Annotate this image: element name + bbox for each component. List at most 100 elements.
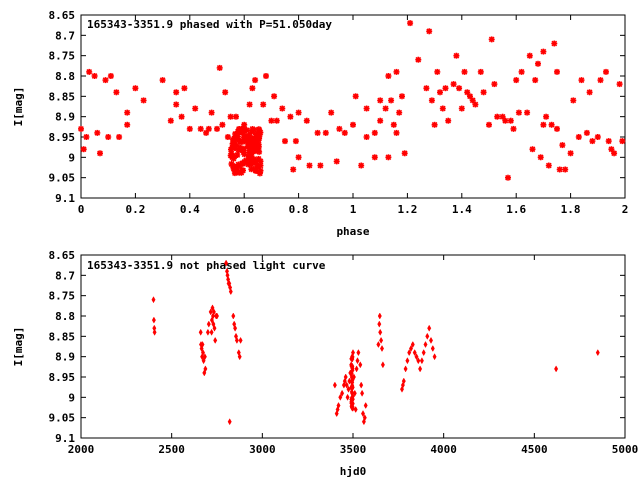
data-point <box>203 365 208 373</box>
data-point <box>231 137 238 144</box>
data-point <box>450 81 457 88</box>
data-point <box>377 320 382 328</box>
x-tick-label: 0.6 <box>234 203 254 216</box>
data-point <box>209 328 214 336</box>
data-point <box>256 127 263 134</box>
data-point <box>382 105 389 112</box>
data-point <box>279 105 286 112</box>
data-point <box>429 336 433 344</box>
data-point <box>355 357 360 365</box>
data-point <box>201 349 205 357</box>
data-point <box>234 152 241 158</box>
data-point <box>415 56 422 63</box>
data-point <box>551 40 558 47</box>
data-point <box>524 109 531 116</box>
data-point <box>254 143 261 150</box>
data-point <box>380 344 384 353</box>
data-point <box>597 77 604 84</box>
data-point <box>186 125 193 132</box>
data-point <box>594 134 601 140</box>
data-point <box>583 129 590 136</box>
data-point <box>241 126 248 133</box>
x-tick-label: 3500 <box>340 443 367 456</box>
data-point <box>380 361 385 369</box>
y-tick-label: 9 <box>68 151 75 164</box>
x-tick-label: 3000 <box>249 443 276 456</box>
data-point <box>554 365 559 373</box>
data-point <box>371 129 378 136</box>
data-point <box>263 73 269 79</box>
data-point <box>356 349 361 357</box>
data-point <box>222 89 229 96</box>
data-point <box>461 68 468 75</box>
data-point <box>619 138 626 145</box>
data-point <box>385 154 392 161</box>
data-point <box>295 109 302 116</box>
data-point <box>486 121 492 128</box>
data-point <box>488 36 495 43</box>
y-tick-label: 9.1 <box>55 192 75 205</box>
data-point <box>388 97 395 104</box>
data-point <box>494 113 501 120</box>
data-point <box>211 312 215 320</box>
x-tick-label: 0 <box>78 203 85 216</box>
x-tick-label: 1.4 <box>452 203 472 216</box>
y-tick-label: 8.9 <box>55 111 75 124</box>
data-point <box>219 121 226 128</box>
data-point <box>233 113 239 120</box>
data-point <box>491 81 498 88</box>
data-point <box>132 85 139 92</box>
x-tick-label: 1 <box>350 203 357 216</box>
data-point <box>543 113 550 120</box>
data-point <box>290 166 297 173</box>
data-point <box>425 332 430 340</box>
y-tick-label: 8.85 <box>49 330 76 343</box>
data-point <box>240 149 247 156</box>
data-point <box>338 393 343 401</box>
data-point <box>434 68 441 75</box>
data-point <box>502 117 509 124</box>
data-point <box>505 174 511 181</box>
y-tick-label: 8.85 <box>49 90 76 103</box>
data-point <box>464 89 471 96</box>
data-point <box>228 288 233 296</box>
data-point <box>358 162 365 169</box>
data-point <box>540 48 547 55</box>
data-point <box>249 85 256 92</box>
data-point <box>605 138 612 145</box>
data-point <box>361 410 365 418</box>
data-point <box>472 101 479 108</box>
data-point <box>418 365 423 373</box>
data-point <box>401 150 408 157</box>
data-point <box>419 357 424 365</box>
data-point <box>430 344 435 353</box>
data-point <box>346 385 351 393</box>
data-point <box>208 109 215 116</box>
data-point <box>353 405 358 414</box>
data-point <box>268 117 275 124</box>
data-point <box>230 165 237 172</box>
data-point <box>529 146 536 153</box>
data-point <box>231 312 236 320</box>
data-point <box>245 155 252 162</box>
data-point <box>350 121 356 128</box>
data-point <box>306 162 313 169</box>
data-point <box>214 125 220 132</box>
unphased-light-curve-panel: 2000 2500 3000 3500 4000 4500 5000 8.65 8.7 8.75 8… <box>12 249 638 478</box>
data-point <box>200 340 205 349</box>
data-point <box>545 162 552 169</box>
data-point <box>181 85 188 92</box>
data-point <box>332 381 337 389</box>
data-point <box>352 93 359 100</box>
y-tick-label: 9.05 <box>49 172 76 185</box>
y-tick-label: 9.05 <box>49 412 76 425</box>
data-point <box>423 85 430 92</box>
data-point <box>453 52 460 59</box>
data-point <box>159 77 166 84</box>
data-point <box>233 142 240 149</box>
x-tick-label: 1.2 <box>397 203 417 216</box>
data-point <box>246 101 253 108</box>
x-tick-label: 0.4 <box>180 203 200 216</box>
data-point <box>252 77 259 84</box>
